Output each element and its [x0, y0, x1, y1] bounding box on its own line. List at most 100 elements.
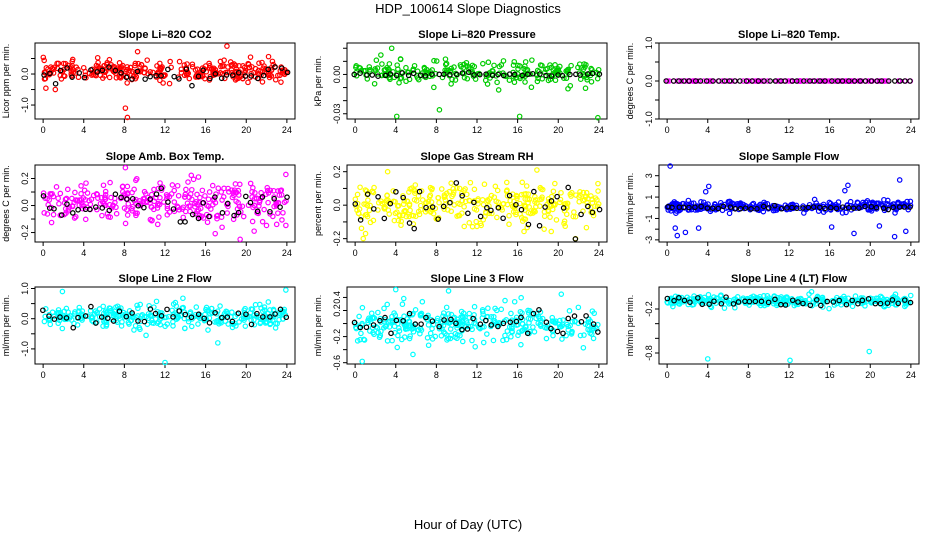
data-point [572, 236, 579, 242]
data-point [401, 334, 408, 340]
data-point [571, 313, 578, 319]
data-point [78, 183, 84, 189]
data-point [267, 208, 273, 215]
data-point [93, 320, 99, 326]
data-point [353, 63, 359, 69]
data-point-outlier [845, 182, 851, 189]
data-point [560, 205, 567, 211]
data-point [495, 205, 502, 211]
data-point [746, 298, 753, 305]
data-point [456, 185, 463, 192]
data-point [354, 200, 361, 207]
data-point [69, 56, 76, 63]
data-point [459, 318, 466, 324]
data-point [123, 68, 129, 75]
data-point [352, 196, 359, 202]
data-point [62, 196, 69, 203]
data-point [283, 314, 290, 321]
x-tick-label: 12 [160, 125, 170, 135]
data-point [577, 72, 583, 78]
data-point [467, 179, 474, 186]
data-point [907, 78, 913, 84]
data-point [387, 71, 394, 77]
data-point [393, 72, 400, 79]
data-point [75, 206, 81, 213]
data-point [492, 305, 498, 312]
data-point [440, 310, 447, 316]
data-point [824, 298, 831, 305]
data-point [65, 206, 72, 212]
x-tick-label: 0 [41, 125, 46, 135]
data-point [692, 296, 698, 302]
data-point [782, 78, 789, 84]
data-point-outlier [122, 164, 129, 171]
data-point [232, 189, 238, 195]
data-point [889, 297, 896, 303]
data-point [522, 63, 528, 70]
data-point [406, 220, 413, 226]
data-point [94, 69, 101, 75]
data-point [449, 193, 455, 200]
data-point [174, 182, 181, 189]
data-point [464, 75, 471, 82]
data-point [74, 322, 81, 328]
data-point [381, 324, 387, 331]
data-point-outlier [896, 177, 903, 183]
data-point [723, 294, 729, 300]
data-point [862, 78, 869, 84]
data-point [228, 67, 235, 73]
data-point [398, 218, 405, 225]
data-point [480, 339, 487, 346]
data-point [41, 72, 47, 78]
data-point [370, 217, 377, 224]
x-tick-label: 16 [825, 370, 835, 380]
data-point [855, 300, 861, 307]
data-point [218, 63, 224, 70]
x-tick-label: 20 [865, 248, 875, 258]
data-point [443, 304, 450, 311]
data-point-outlier [516, 113, 523, 120]
data-point [536, 307, 542, 313]
data-point [826, 305, 832, 312]
y-tick-label: 0.0 [644, 75, 654, 88]
x-tick-label: 4 [705, 248, 710, 258]
data-point [362, 212, 369, 218]
y-tick-label: -0.03 [332, 104, 342, 125]
data-point [772, 78, 779, 84]
panel-6: Slope Sample Flow ml/min per min. 0 4 8 12 16 2… [625, 151, 920, 258]
data-point-outlier [842, 187, 848, 194]
data-point [583, 313, 589, 319]
x-tick-label: 20 [865, 125, 875, 135]
data-point [357, 70, 363, 76]
data-point [389, 337, 395, 344]
data-point [472, 343, 478, 350]
data-point [450, 185, 457, 192]
data-point [264, 187, 271, 194]
x-tick-label: 24 [906, 125, 916, 135]
data-point [189, 61, 196, 68]
data-point [247, 180, 254, 187]
data-point [249, 64, 255, 70]
data-point [810, 204, 817, 210]
data-point [440, 203, 447, 210]
x-tick-label: 12 [472, 248, 482, 258]
data-point [121, 205, 128, 211]
data-point [356, 210, 362, 217]
data-point [576, 194, 582, 200]
data-point [82, 216, 89, 223]
data-point [725, 299, 731, 305]
data-point [276, 316, 282, 323]
data-point [721, 305, 728, 311]
data-point [230, 321, 237, 328]
data-point [410, 67, 416, 74]
data-point-outlier [384, 168, 391, 175]
data-point [583, 61, 589, 68]
data-point [171, 199, 178, 205]
data-point [711, 298, 717, 305]
data-point [453, 180, 460, 186]
data-point [577, 189, 583, 195]
data-point [71, 215, 78, 221]
data-point [148, 191, 155, 198]
data-point [513, 201, 519, 208]
x-tick-label: 12 [784, 370, 794, 380]
